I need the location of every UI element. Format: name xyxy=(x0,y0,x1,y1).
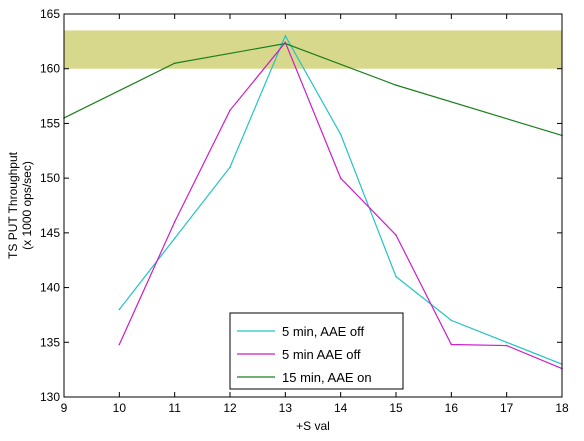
axis-labels-layer: 9 10 11 12 13 14 15 16 17 18 130 135 140 145 150 155 160… xyxy=(40,7,569,415)
data-point-1-0 xyxy=(118,343,121,346)
data-point-0-7 xyxy=(505,341,508,344)
legend-box xyxy=(229,312,404,390)
series-layer xyxy=(63,34,563,370)
y-tick-label-165: 165 xyxy=(40,7,60,21)
data-point-1-5 xyxy=(395,234,397,236)
y-tick-label-145: 145 xyxy=(40,226,60,240)
ticks-layer xyxy=(63,13,563,398)
x-tick-label-11: 11 xyxy=(168,401,181,415)
data-point-0-4 xyxy=(339,133,342,136)
x-axis-title: +S val xyxy=(296,419,330,433)
x-tick-label-15: 15 xyxy=(389,401,403,415)
legend-label-5min-aae-off-magenta: 5 min AAE off xyxy=(282,347,361,362)
y-tick-label-130: 130 xyxy=(40,390,60,404)
x-tick-label-10: 10 xyxy=(113,401,127,415)
x-tick-label-12: 12 xyxy=(223,401,237,415)
data-point-2-1 xyxy=(173,62,176,65)
data-point-1-2 xyxy=(229,109,231,112)
data-point-2-2 xyxy=(284,42,287,45)
data-point-1-1 xyxy=(173,221,176,223)
y-tick-label-140: 140 xyxy=(40,281,60,295)
highlight-band-layer xyxy=(64,30,562,69)
legend-label-5min-aae-off-cyan: 5 min, AAE off xyxy=(282,324,365,339)
data-point-0-3 xyxy=(284,35,287,37)
legend-label-15min-aae-on: 15 min, AAE on xyxy=(282,370,372,385)
y-tick-label-155: 155 xyxy=(40,116,60,130)
x-tick-label-13: 13 xyxy=(279,401,293,415)
y-axis-title-line-2: (x 1000 ops/sec) xyxy=(20,161,34,250)
data-point-0-0 xyxy=(118,308,121,311)
y-axis-title-group: TS PUT Throughput (x 1000 ops/sec) xyxy=(6,151,34,259)
x-tick-label-17: 17 xyxy=(500,401,514,415)
data-point-1-6 xyxy=(450,343,453,346)
plot-frame xyxy=(63,13,563,398)
y-axis-title-line-1: TS PUT Throughput xyxy=(6,151,20,259)
x-tick-label-18: 18 xyxy=(555,401,569,415)
x-tick-label-14: 14 xyxy=(334,401,348,415)
y-tick-label-135: 135 xyxy=(40,335,60,349)
data-point-2-3 xyxy=(395,84,397,86)
legend: 5 min, AAE off 5 min AAE off 15 min, AAE… xyxy=(229,312,404,390)
data-point-1-3 xyxy=(284,41,287,44)
data-point-1-4 xyxy=(339,177,342,179)
highlight-band xyxy=(64,30,562,69)
data-point-0-5 xyxy=(395,275,397,278)
data-point-0-2 xyxy=(229,166,231,168)
plot-frame-layer xyxy=(63,13,563,398)
y-tick-label-160: 160 xyxy=(40,62,60,76)
y-tick-label-150: 150 xyxy=(40,171,60,185)
data-point-0-1 xyxy=(173,237,176,240)
data-point-0-6 xyxy=(450,319,453,322)
data-point-1-7 xyxy=(505,344,508,347)
x-tick-label-16: 16 xyxy=(445,401,459,415)
x-tick-label-9: 9 xyxy=(61,401,68,415)
